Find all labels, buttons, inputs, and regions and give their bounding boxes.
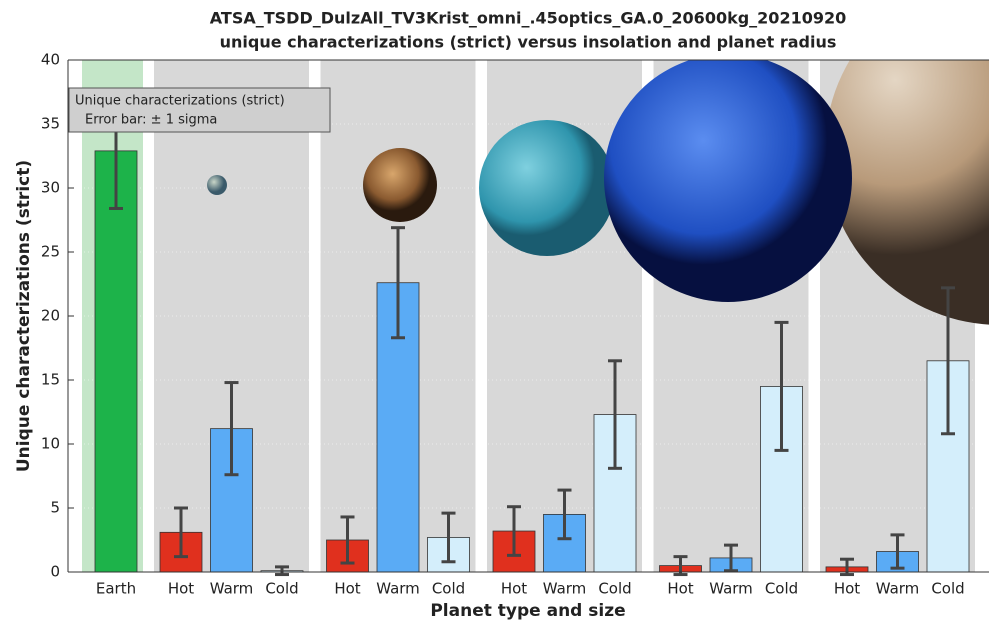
- y-tick-label: 20: [41, 307, 60, 325]
- bar: [94, 150, 138, 573]
- x-tick-label: Hot: [667, 580, 693, 598]
- chart-title: ATSA_TSDD_DulzAll_TV3Krist_omni_.45optic…: [210, 9, 846, 28]
- x-axis-label: Planet type and size: [430, 601, 625, 621]
- x-tick-label: Cold: [265, 580, 298, 598]
- bars: [94, 150, 970, 573]
- planet-icon: [363, 148, 437, 222]
- legend-entry: Unique characterizations (strict): [75, 94, 285, 109]
- planet-icon: [479, 120, 615, 256]
- x-tick-label: Cold: [931, 580, 964, 598]
- legend-box: [68, 87, 331, 133]
- y-tick-label: 40: [41, 51, 60, 69]
- y-tick-label: 10: [41, 435, 60, 453]
- legend: Unique characterizations (strict) Error …: [68, 87, 331, 133]
- x-tick-label: Earth: [96, 580, 136, 598]
- x-tick-label: Warm: [376, 580, 420, 598]
- x-tick-label: Cold: [765, 580, 798, 598]
- x-tick-label: Warm: [876, 580, 920, 598]
- chart-subtitle: unique characterizations (strict) versus…: [220, 33, 837, 52]
- planet-icon: [207, 175, 227, 195]
- y-tick-label: 0: [50, 563, 60, 581]
- x-tick-label: Cold: [598, 580, 631, 598]
- planet-images: [207, 60, 989, 325]
- y-tick-label: 30: [41, 179, 60, 197]
- y-tick-label: 25: [41, 243, 60, 261]
- x-tick-label: Hot: [834, 580, 860, 598]
- x-tick-label: Warm: [210, 580, 254, 598]
- planet-icon: [604, 60, 852, 302]
- planet-icon: [825, 60, 989, 325]
- x-tick-label: Cold: [432, 580, 465, 598]
- x-tick-label: Hot: [334, 580, 360, 598]
- y-tick-label: 15: [41, 371, 60, 389]
- y-tick-label: 35: [41, 115, 60, 133]
- x-tick-label: Hot: [168, 580, 194, 598]
- x-tick-label: Hot: [501, 580, 527, 598]
- x-tick-label: Warm: [543, 580, 587, 598]
- x-tick-label: Warm: [709, 580, 753, 598]
- axes: 0 5 10 15 20 25 30 35 40 Earth Hot Warm Cold Hot Warm C…: [41, 51, 989, 598]
- y-tick-label: 5: [50, 499, 60, 517]
- legend-entry: Error bar: ± 1 sigma: [85, 113, 217, 128]
- y-axis-label: Unique characterizations (strict): [14, 160, 34, 472]
